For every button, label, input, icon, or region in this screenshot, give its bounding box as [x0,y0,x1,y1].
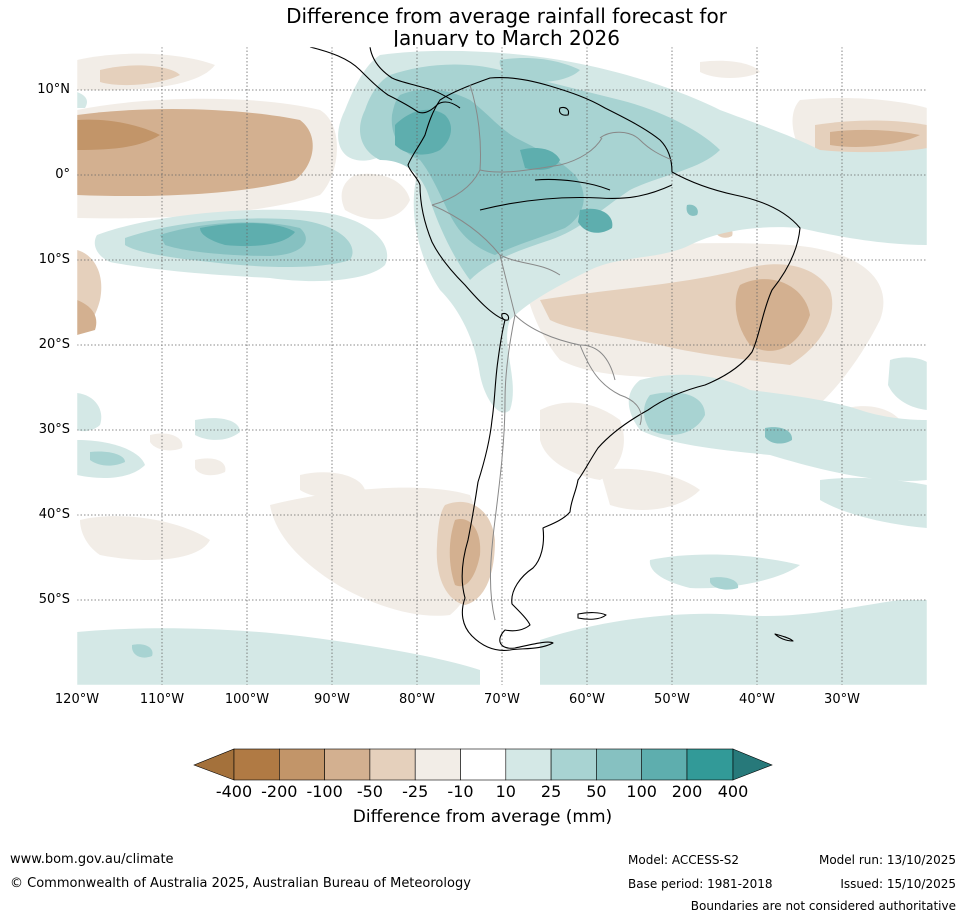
colorbar-tick: 50 [586,782,607,801]
river-amazon-tributary [534,178,611,191]
lon-label-50w: 50°W [654,692,690,707]
colorbar-swatch [324,748,371,781]
lat-label-10n: 10°N [37,82,70,97]
south-georgia [774,633,794,642]
lon-label-70w: 70°W [484,692,520,707]
lat-label-10s: 10°S [38,252,70,267]
lon-label-90w: 90°W [314,692,350,707]
lon-label-80w: 80°W [399,692,435,707]
wet-anomaly-regions [77,50,927,685]
colorbar-tick: -10 [447,782,474,801]
falkland-islands [577,612,607,620]
colorbar-swatch [414,748,461,781]
lat-label-40s: 40°S [38,507,70,522]
central-america-north-coast [369,47,453,101]
website-link[interactable]: www.bom.gov.au/climate [10,852,174,867]
copyright-text: © Commonwealth of Australia 2025, Austra… [10,876,471,891]
colorbar-tick: 25 [540,782,562,801]
colorbar-title: Difference from average (mm) [352,807,613,827]
lon-label-60w: 60°W [569,692,605,707]
colorbar-swatch [641,748,688,781]
colorbar-tick: -200 [261,782,298,801]
map-panel [77,47,927,685]
lon-label-30w: 30°W [824,692,860,707]
river-amazon [479,184,673,211]
graticule [77,47,927,685]
colorbar-tick: 100 [626,782,657,801]
lat-label-20s: 20°S [38,337,70,352]
colorbar-extend-low [193,748,235,781]
central-america-coast [309,47,461,114]
colorbar [193,748,773,781]
colorbar-swatch [505,748,552,781]
lon-label-40w: 40°W [739,692,775,707]
colorbar-tick: -50 [356,782,383,801]
lat-label-50s: 50°S [38,592,70,607]
colorbar-swatch [233,748,280,781]
colorbar-tick: -400 [215,782,253,801]
issued-date: Issued: 15/10/2025 [840,877,956,891]
map-title-line-1: Difference from average rainfall forecas… [286,4,727,28]
colorbar-extend-high [732,748,773,781]
colorbar-tick: -100 [306,782,343,801]
map-frame [76,46,928,686]
lat-label-30s: 30°S [38,422,70,437]
lon-label-100w: 100°W [224,692,270,707]
coastlines [309,47,801,651]
lat-label-0: 0° [55,167,70,182]
boundaries-disclaimer: Boundaries are not considered authoritat… [690,899,956,913]
colorbar-swatch [596,748,643,781]
colorbar-tick: 400 [717,782,749,801]
map-title-line-2: January to March 2026 [393,26,620,50]
colorbar-tick: 200 [671,782,703,801]
lon-label-110w: 110°W [139,692,185,707]
model-name: Model: ACCESS-S2 [628,853,740,867]
colorbar-swatch [278,748,325,781]
caribbean-island [558,106,570,116]
country-borders [431,84,673,621]
colorbar-swatch [550,748,597,781]
colorbar-swatch [460,748,507,781]
colorbar-swatch [369,748,416,781]
base-period: Base period: 1981-2018 [628,877,773,891]
colorbar-swatch [686,748,734,781]
lake-titicaca [501,312,510,321]
colorbar-tick: 10 [495,782,516,801]
lon-label-120w: 120°W [54,692,100,707]
colorbar-tick: -25 [402,782,429,801]
model-run-date: Model run: 13/10/2025 [818,853,956,867]
